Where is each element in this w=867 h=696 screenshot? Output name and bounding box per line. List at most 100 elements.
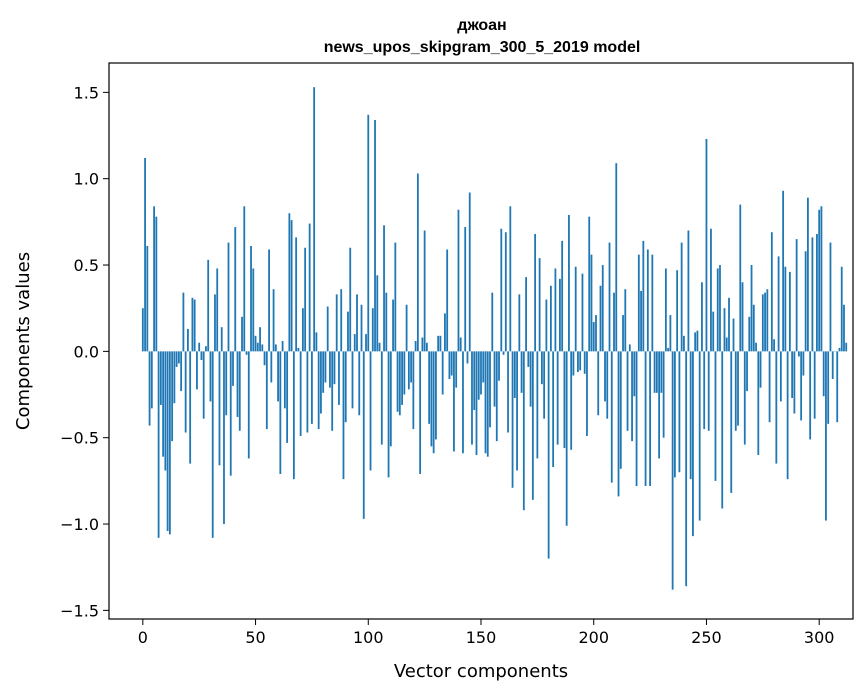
bar-84 [331,351,334,431]
bar-232 [664,268,667,352]
bar-233 [667,347,670,352]
bar-18 [182,292,185,352]
bar-219 [635,351,638,487]
bar-106 [380,351,383,445]
bar-200 [592,322,595,352]
bar-228 [655,351,658,393]
bar-275 [761,294,764,352]
bar-236 [673,351,676,478]
bar-193 [577,351,579,373]
bar-189 [568,214,570,352]
x-tick-label-50: 50 [245,628,265,647]
bar-152 [484,351,487,454]
bar-277 [766,289,769,352]
bar-113 [396,351,399,412]
bar-207 [608,242,611,352]
bar-7 [157,351,160,538]
bar-131 [437,335,440,352]
bar-195 [581,273,584,352]
bar-225 [649,351,651,487]
bar-54 [263,351,266,366]
bar-56 [268,249,270,352]
bar-167 [518,294,521,352]
bar-267 [743,351,746,445]
bar-51 [256,342,259,352]
bar-68 [295,237,298,352]
bar-220 [637,254,640,352]
bar-205 [604,351,606,402]
plot-frame [108,62,854,620]
bar-103 [374,119,376,352]
bar-136 [448,351,451,379]
bar-123 [419,351,422,474]
x-tick-label-300: 300 [804,628,835,647]
bar-2 [146,246,149,352]
bar-36 [223,351,225,525]
bar-174 [534,233,537,352]
bar-168 [520,351,523,393]
bar-276 [764,292,766,352]
bar-163 [509,206,512,352]
bar-30 [209,351,212,402]
bar-8 [159,351,162,405]
bar-20 [187,328,189,352]
bar-224 [646,249,649,352]
bar-222 [642,240,645,352]
bar-221 [640,290,642,352]
bar-35 [220,327,223,352]
bar-257 [721,351,724,509]
bar-85 [333,351,336,385]
bar-249 [703,351,706,430]
bar-170 [525,277,527,352]
bar-202 [597,351,600,416]
bar-46 [245,351,248,355]
bar-26 [200,351,203,360]
bar-140 [457,209,460,352]
bar-109 [387,351,390,478]
bar-17 [180,351,183,392]
bar-156 [493,351,496,407]
bar-298 [813,351,816,419]
bar-102 [371,308,374,352]
y-tick-label-0: −1.5 [60,601,99,620]
bar-181 [549,285,552,352]
bar-4 [150,351,153,409]
bar-32 [214,294,216,352]
bar-211 [617,351,620,497]
bar-274 [759,351,762,388]
bar-137 [450,351,453,376]
bar-74 [308,223,311,352]
bar-268 [746,351,748,392]
bar-299 [816,233,818,352]
bar-269 [748,316,751,352]
bar-71 [301,308,304,352]
bar-177 [540,351,543,385]
bar-142 [462,351,464,454]
bar-259 [725,337,728,352]
bar-264 [737,351,739,426]
y-tick-label-2: −0.5 [60,429,99,448]
bar-44 [241,316,243,352]
bar-203 [599,285,602,352]
bar-238 [678,351,681,473]
bar-182 [552,351,555,468]
bar-301 [820,206,823,352]
bar-53 [261,344,264,352]
bar-126 [425,342,428,352]
bar-287 [788,271,791,352]
bar-196 [583,351,586,374]
bar-292 [800,351,803,421]
bar-38 [227,242,230,352]
bar-306 [831,351,834,379]
bar-134 [444,313,446,352]
bar-78 [317,351,320,430]
bar-66 [290,220,293,352]
bar-92 [349,247,352,352]
bar-245 [694,332,697,352]
bar-153 [486,351,489,457]
bar-145 [468,192,471,352]
bar-188 [565,351,568,526]
bar-284 [782,190,785,352]
bar-116 [403,351,406,395]
bar-159 [500,228,503,352]
